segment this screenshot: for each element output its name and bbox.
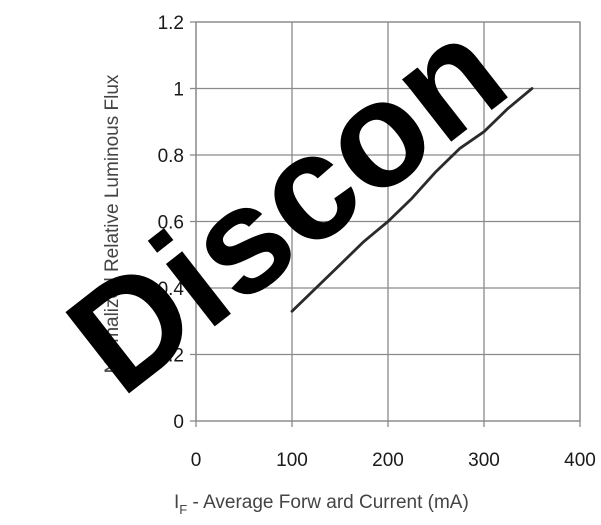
x-axis-title-main: I xyxy=(174,492,179,513)
y-tick-labels: 0 0.2 0.4 0.6 0.8 1 1.2 xyxy=(158,13,185,433)
y-tick-label: 1.2 xyxy=(158,13,184,34)
y-tick-label: 0.2 xyxy=(158,346,184,367)
y-tick-label: 0.6 xyxy=(158,213,184,234)
x-tick-labels: 0 100 200 300 400 xyxy=(191,450,596,471)
x-tick-label: 0 xyxy=(191,450,202,471)
y-tick-label: 0.8 xyxy=(158,146,184,167)
x-axis-title-rest: - Average Forw ard Current (mA) xyxy=(187,492,469,513)
x-tick-label: 200 xyxy=(372,450,404,471)
grid xyxy=(190,21,581,427)
x-tick-label: 300 xyxy=(468,450,500,471)
y-tick-label: 1 xyxy=(173,80,184,101)
series-group xyxy=(290,87,534,313)
series-line xyxy=(290,87,534,313)
x-tick-label: 400 xyxy=(564,450,596,471)
x-tick-label: 100 xyxy=(276,450,308,471)
y-axis-title: Normalized Relative Luminous Flux xyxy=(102,74,123,373)
x-axis-title: IF - Average Forw ard Current (mA) xyxy=(174,492,469,517)
y-tick-label: 0.4 xyxy=(158,279,185,300)
y-tick-label: 0 xyxy=(173,412,184,433)
x-axis-title-subscript: F xyxy=(179,502,187,517)
